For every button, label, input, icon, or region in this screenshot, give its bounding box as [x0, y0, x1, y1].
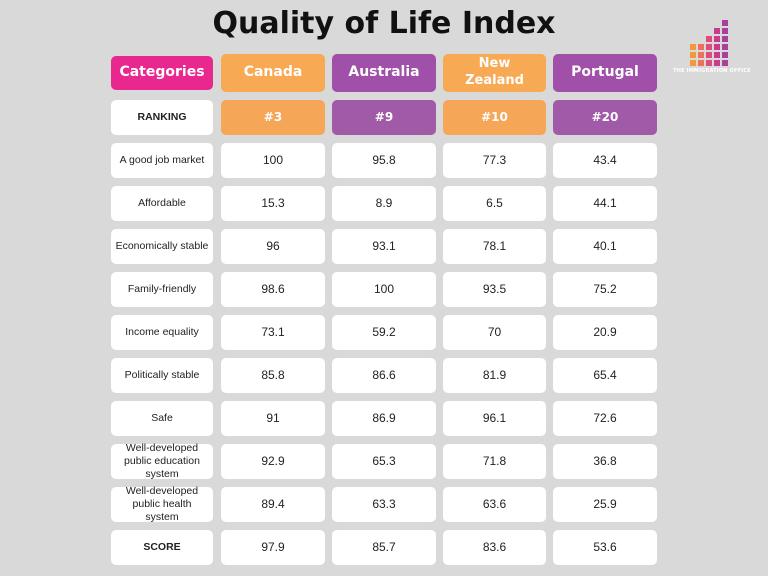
table-cell: 77.3	[443, 143, 546, 178]
country-header: Portugal	[553, 54, 657, 92]
ranking-cell: #10	[443, 100, 546, 135]
logo-square	[722, 20, 728, 26]
row-label: Well-developed public health system	[111, 485, 213, 523]
table-cell: 36.8	[553, 444, 657, 479]
logo-square	[706, 44, 712, 50]
ranking-cell: #3	[221, 100, 325, 135]
table-cell: 65.3	[332, 444, 436, 479]
country-header: New Zealand	[443, 54, 546, 92]
table-cell: 73.1	[221, 315, 325, 350]
table-cell: 95.8	[332, 143, 436, 178]
table-cell: 44.1	[553, 186, 657, 221]
logo-square	[698, 44, 704, 50]
table-cell: 63.3	[332, 487, 436, 522]
table-cell: 96	[221, 229, 325, 264]
logo-square	[690, 52, 696, 58]
score-cell: 83.6	[443, 530, 546, 565]
ranking-label: RANKING	[111, 100, 213, 135]
country-header: Australia	[332, 54, 436, 92]
page-title: Quality of Life Index	[212, 6, 556, 41]
row-label: Affordable	[111, 186, 213, 221]
logo-square	[706, 60, 712, 66]
table-cell: 71.8	[443, 444, 546, 479]
table-cell: 86.9	[332, 401, 436, 436]
logo-square	[690, 60, 696, 66]
logo-square	[722, 52, 728, 58]
table-cell: 81.9	[443, 358, 546, 393]
table-cell: 43.4	[553, 143, 657, 178]
score-cell: 97.9	[221, 530, 325, 565]
logo-square	[714, 36, 720, 42]
table-cell: 89.4	[221, 487, 325, 522]
score-label: SCORE	[111, 530, 213, 565]
table-cell: 92.9	[221, 444, 325, 479]
table-cell: 72.6	[553, 401, 657, 436]
table-cell: 100	[221, 143, 325, 178]
table-cell: 70	[443, 315, 546, 350]
country-header: Canada	[221, 54, 325, 92]
table-cell: 8.9	[332, 186, 436, 221]
table-cell: 91	[221, 401, 325, 436]
row-label: Income equality	[111, 315, 213, 350]
logo-square	[722, 36, 728, 42]
row-label: A good job market	[111, 143, 213, 178]
table-cell: 59.2	[332, 315, 436, 350]
score-cell: 85.7	[332, 530, 436, 565]
logo-square	[722, 60, 728, 66]
logo-square	[690, 44, 696, 50]
row-label: Economically stable	[111, 229, 213, 264]
row-label: Safe	[111, 401, 213, 436]
table-cell: 96.1	[443, 401, 546, 436]
logo-square	[722, 28, 728, 34]
logo-square	[714, 44, 720, 50]
row-label: Family-friendly	[111, 272, 213, 307]
table-cell: 98.6	[221, 272, 325, 307]
table-cell: 75.2	[553, 272, 657, 307]
logo-square	[698, 60, 704, 66]
table-cell: 93.1	[332, 229, 436, 264]
immigration-office-logo: THE IMMIGRATION OFFICE	[672, 20, 752, 78]
row-label: Well-developed public education system	[111, 442, 213, 480]
logo-square	[714, 60, 720, 66]
logo-square	[714, 52, 720, 58]
logo-square	[722, 44, 728, 50]
table-cell: 6.5	[443, 186, 546, 221]
table-cell: 78.1	[443, 229, 546, 264]
table-cell: 20.9	[553, 315, 657, 350]
logo-square	[714, 28, 720, 34]
table-cell: 40.1	[553, 229, 657, 264]
table-cell: 15.3	[221, 186, 325, 221]
table-cell: 86.6	[332, 358, 436, 393]
logo-square	[706, 52, 712, 58]
table-cell: 65.4	[553, 358, 657, 393]
ranking-cell: #9	[332, 100, 436, 135]
logo-text: THE IMMIGRATION OFFICE	[673, 68, 751, 74]
table-cell: 63.6	[443, 487, 546, 522]
table-cell: 85.8	[221, 358, 325, 393]
table-cell: 93.5	[443, 272, 546, 307]
row-label: Politically stable	[111, 358, 213, 393]
categories-header: Categories	[111, 56, 213, 90]
score-cell: 53.6	[553, 530, 657, 565]
table-cell: 25.9	[553, 487, 657, 522]
ranking-cell: #20	[553, 100, 657, 135]
logo-square	[706, 36, 712, 42]
table-cell: 100	[332, 272, 436, 307]
logo-square	[698, 52, 704, 58]
